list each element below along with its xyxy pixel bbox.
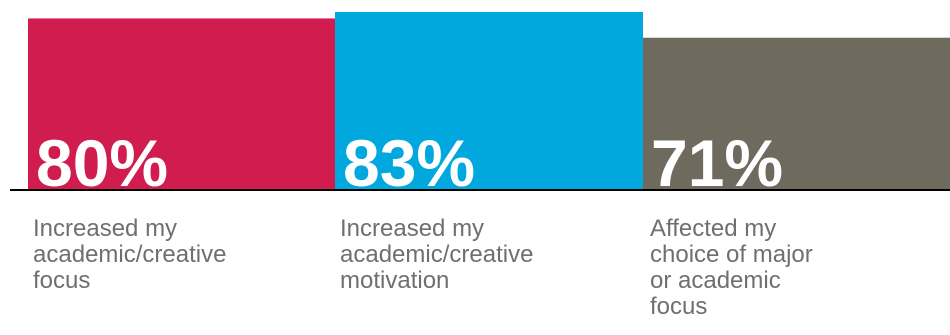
bar-0	[28, 18, 335, 191]
bar-value-label-2: 71%	[651, 126, 783, 200]
bar-value-label-0: 80%	[36, 126, 168, 200]
bar-value-label-1: 83%	[343, 126, 475, 200]
category-label-2: Affected my choice of major or academic …	[650, 215, 813, 320]
bar-1	[335, 12, 643, 190]
bar-2	[643, 37, 950, 190]
category-label-0: Increased my academic/creative focus	[33, 215, 227, 294]
category-label-1: Increased my academic/creative motivatio…	[340, 215, 534, 294]
